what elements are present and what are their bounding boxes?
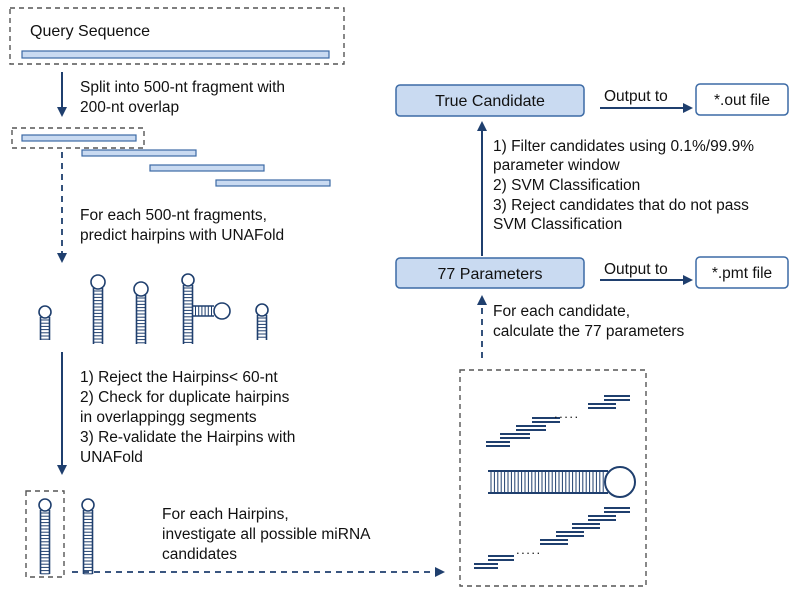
candidate-mark [540,539,568,545]
candidate-mark [486,441,510,447]
hairpin-icon [38,305,52,340]
candidate-mark [588,403,616,409]
params-label: 77 Parameters [438,266,543,283]
step3-line4: 3) Re-validate the Hairpins with [80,429,295,446]
hairpin-loop [255,303,269,317]
hairpin-loop [38,305,52,319]
lower-candidate-stairs [474,507,630,569]
hairpin-loop [213,302,231,320]
fragment-bar-4 [215,179,331,187]
hairpin-icon [181,273,231,344]
output-to-label-1: Output to [604,88,668,105]
step1-line1: Split into 500-nt fragment with [80,79,285,96]
step1-line2: 200-nt overlap [80,99,179,116]
pmt-file-label: *.pmt file [712,265,772,282]
filter-line5: SVM Classification [493,216,622,233]
candidate-mark [488,555,514,561]
step2-line2: predict hairpins with UNAFold [80,227,284,244]
hairpin-row [38,273,269,344]
candidate-mark [604,395,630,401]
step4-line1: For each Hairpins, [162,506,289,523]
candidate-mark [500,433,530,439]
selected-hairpin-dashed-box [25,490,65,578]
upper-candidate-stairs [486,395,630,447]
hairpin-loop [38,498,52,512]
query-dashed-box [9,7,345,65]
each-candidate-line2: calculate the 77 parameters [493,323,685,340]
step3-line2: 2) Check for duplicate hairpins [80,389,290,406]
hairpin-icon [90,274,106,344]
step4-line3: candidates [162,546,237,563]
candidate-mark [516,425,546,431]
hairpin-loop [81,498,95,512]
candidate-mark [572,523,600,529]
hairpin-icon [133,281,149,344]
query-title: Query Sequence [30,23,150,40]
out-file-box [695,83,789,116]
fragment-bar-2 [81,149,197,157]
candidate-mark [532,417,560,423]
fragment-bar-3 [149,164,265,172]
hairpin-icon [81,498,95,575]
query-sequence-bar [21,50,330,59]
filter-line2: parameter window [493,157,620,174]
fragment-bar-1 [21,134,137,142]
step3-line3: in overlappingg segments [80,409,257,426]
lower-dots: ..... [516,542,542,557]
filter-line1: 1) Filter candidates using 0.1%/99.9% [493,138,754,155]
filter-line3: 2) SVM Classification [493,177,640,194]
candidate-mark [604,507,630,513]
filtered-hairpins [38,498,95,575]
true-candidate-box [395,84,585,117]
filter-line4: 3) Reject candidates that do not pass [493,197,749,214]
output-to-label-2: Output to [604,261,668,278]
step3-line1: 1) Reject the Hairpins< 60-nt [80,369,278,386]
central-hairpin-rungs [490,471,604,493]
candidate-mark [604,466,636,498]
step4-line2: investigate all possible miRNA [162,526,371,543]
candidate-mark [556,531,584,537]
central-hairpin [488,466,636,498]
params-box [395,257,585,289]
each-candidate-line1: For each candidate, [493,303,630,320]
step3-line5: UNAFold [80,449,143,466]
upper-dots: ..... [554,406,580,421]
candidate-dashed-box [459,369,647,587]
hairpin-icon [255,303,269,340]
fragment-dashed-box [11,127,145,149]
hairpin-loop [90,274,106,290]
step2-line1: For each 500-nt fragments, [80,207,267,224]
candidate-mark [474,563,498,569]
candidate-mark [588,515,616,521]
hairpin-loop [133,281,149,297]
true-candidate-label: True Candidate [435,93,545,110]
hairpin-loop [181,273,195,287]
out-file-label: *.out file [714,92,770,109]
pmt-file-box [695,256,789,289]
hairpin-icon [38,498,52,575]
